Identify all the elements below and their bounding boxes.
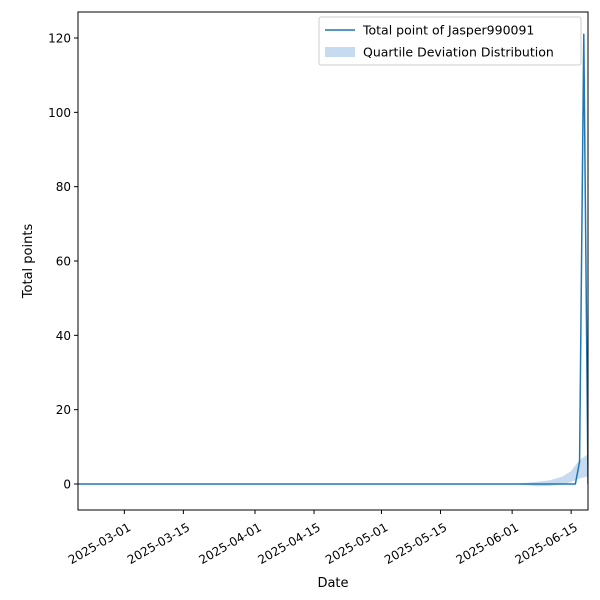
legend-label-line: Total point of Jasper990091 bbox=[362, 23, 534, 38]
legend: Total point of Jasper990091 Quartile Dev… bbox=[318, 16, 582, 66]
x-axis-label: Date bbox=[317, 576, 348, 591]
y-tick-label: 120 bbox=[48, 32, 71, 46]
y-tick-label: 0 bbox=[63, 477, 71, 491]
y-tick-label: 100 bbox=[48, 106, 71, 120]
y-tick-label: 80 bbox=[56, 180, 71, 194]
y-tick-label: 60 bbox=[56, 255, 71, 269]
y-tick-label: 40 bbox=[56, 329, 71, 343]
legend-band-swatch bbox=[325, 47, 355, 57]
quartile-band bbox=[78, 454, 588, 487]
legend-box bbox=[318, 16, 582, 66]
y-axis-label: Total points bbox=[21, 224, 36, 300]
legend-label-band: Quartile Deviation Distribution bbox=[363, 45, 554, 60]
y-tick-label: 20 bbox=[56, 403, 71, 417]
